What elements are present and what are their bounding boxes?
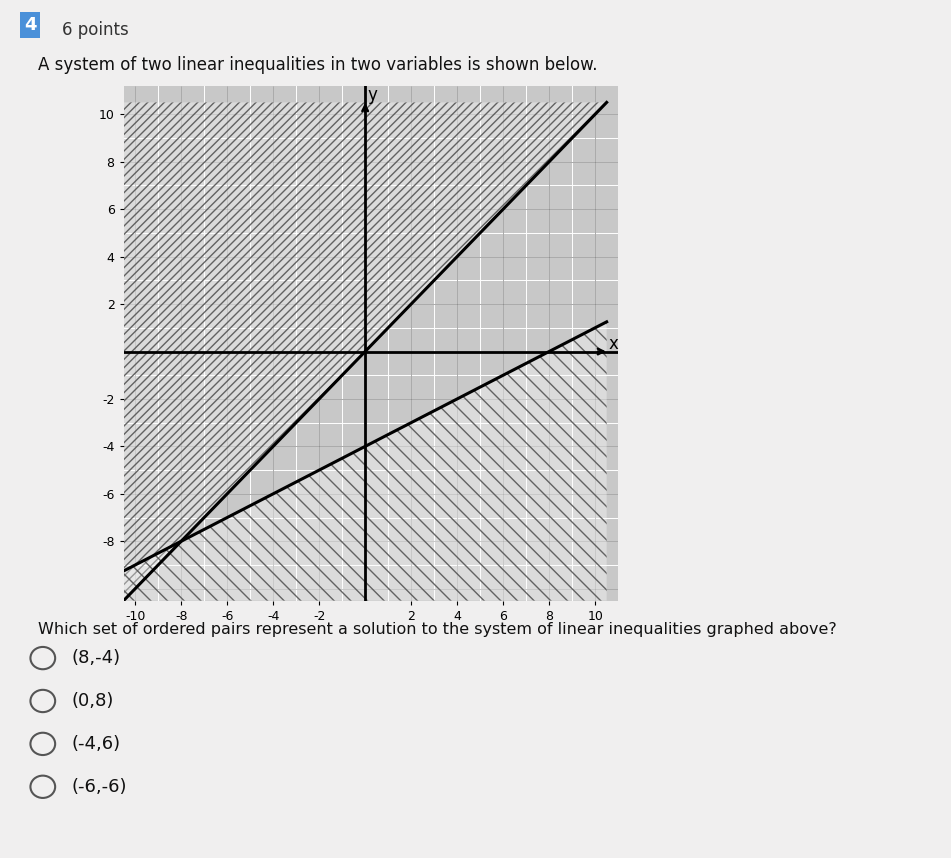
Text: (-4,6): (-4,6) bbox=[71, 735, 121, 752]
Text: (8,-4): (8,-4) bbox=[71, 650, 121, 667]
Text: A system of two linear inequalities in two variables is shown below.: A system of two linear inequalities in t… bbox=[38, 56, 597, 74]
Text: 4: 4 bbox=[24, 16, 36, 34]
Text: (0,8): (0,8) bbox=[71, 692, 114, 710]
Text: Which set of ordered pairs represent a solution to the system of linear inequali: Which set of ordered pairs represent a s… bbox=[38, 622, 837, 637]
Text: (-6,-6): (-6,-6) bbox=[71, 778, 126, 795]
Text: y: y bbox=[367, 87, 377, 105]
Text: x: x bbox=[609, 335, 618, 353]
Text: 6 points: 6 points bbox=[62, 21, 128, 39]
